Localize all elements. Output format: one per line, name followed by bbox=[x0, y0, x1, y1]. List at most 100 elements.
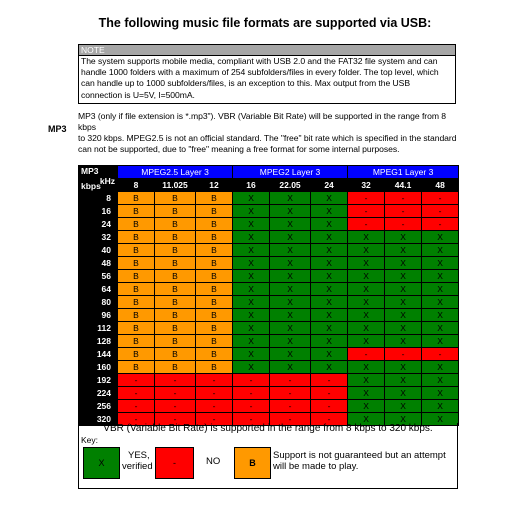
frequency-header: 11.025 bbox=[154, 178, 196, 192]
support-cell: X bbox=[310, 243, 349, 257]
support-cell: X bbox=[269, 334, 312, 348]
support-cell: - bbox=[310, 412, 349, 426]
key-label: Key: bbox=[81, 435, 99, 445]
kbps-row-header: 64 bbox=[78, 282, 118, 296]
legend-yes-swatch: X bbox=[83, 447, 120, 479]
table-row: 256- - - - - - X X X bbox=[78, 399, 460, 413]
table-row: 192- - - - - - X X X bbox=[78, 373, 460, 387]
frequency-header: 8 bbox=[117, 178, 155, 192]
support-cell: B bbox=[117, 217, 155, 231]
note-heading: NOTE bbox=[79, 45, 455, 56]
support-cell: - bbox=[154, 412, 196, 426]
support-cell: X bbox=[232, 230, 271, 244]
support-cell: X bbox=[384, 412, 423, 426]
kbps-row-header: 112 bbox=[78, 321, 118, 335]
support-cell: X bbox=[232, 321, 271, 335]
legend-b-swatch: B bbox=[234, 447, 271, 479]
support-cell: B bbox=[194, 269, 234, 283]
support-cell: X bbox=[310, 295, 349, 309]
table-row: 224- - - - - - X X X bbox=[78, 386, 460, 400]
mp3-label: MP3 bbox=[48, 124, 67, 134]
support-cell: B bbox=[194, 334, 234, 348]
support-cell: B bbox=[194, 282, 234, 296]
support-cell: X bbox=[347, 321, 386, 335]
support-cell: X bbox=[310, 256, 349, 270]
support-cell: X bbox=[421, 256, 460, 270]
support-cell: X bbox=[384, 282, 423, 296]
support-cell: B bbox=[154, 295, 196, 309]
support-cell: - bbox=[421, 204, 460, 218]
support-cell: B bbox=[194, 191, 234, 205]
support-cell: X bbox=[384, 360, 423, 374]
support-cell: - bbox=[232, 399, 271, 413]
support-cell: - bbox=[269, 373, 312, 387]
support-cell: B bbox=[117, 360, 155, 374]
support-cell: B bbox=[194, 230, 234, 244]
support-cell: X bbox=[232, 191, 271, 205]
support-cell: B bbox=[154, 269, 196, 283]
support-cell: B bbox=[154, 243, 196, 257]
support-cell: - bbox=[310, 373, 349, 387]
support-cell: B bbox=[154, 360, 196, 374]
support-cell: - bbox=[310, 386, 349, 400]
support-cell: B bbox=[117, 243, 155, 257]
support-cell: B bbox=[117, 334, 155, 348]
note-line: The system supports mobile media, compli… bbox=[81, 56, 438, 66]
support-cell: X bbox=[347, 295, 386, 309]
support-cell: - bbox=[269, 386, 312, 400]
support-cell: X bbox=[269, 243, 312, 257]
support-cell: X bbox=[421, 308, 460, 322]
support-cell: X bbox=[347, 282, 386, 296]
support-cell: - bbox=[194, 412, 234, 426]
kbps-row-header: 80 bbox=[78, 295, 118, 309]
support-cell: X bbox=[269, 308, 312, 322]
corner-kbps-label: kbps bbox=[81, 181, 101, 191]
group-header-mpeg2: MPEG2 Layer 3 bbox=[232, 165, 349, 179]
support-cell: X bbox=[421, 269, 460, 283]
support-cell: X bbox=[421, 243, 460, 257]
support-cell: X bbox=[384, 256, 423, 270]
support-cell: X bbox=[269, 347, 312, 361]
support-cell: X bbox=[347, 386, 386, 400]
support-cell: X bbox=[232, 360, 271, 374]
support-cell: B bbox=[154, 204, 196, 218]
support-cell: B bbox=[117, 230, 155, 244]
support-cell: B bbox=[117, 295, 155, 309]
support-cell: X bbox=[269, 360, 312, 374]
kbps-row-header: 56 bbox=[78, 269, 118, 283]
support-cell: X bbox=[310, 230, 349, 244]
support-cell: B bbox=[154, 334, 196, 348]
table-row: 96 B B B X X X X X X bbox=[78, 308, 460, 322]
note-line: connection is U=5V, I=500mA. bbox=[81, 89, 195, 100]
note-line: can handle up to 1000 subfolders/files, … bbox=[81, 78, 411, 89]
support-cell: B bbox=[117, 282, 155, 296]
support-cell: X bbox=[232, 269, 271, 283]
support-cell: X bbox=[384, 230, 423, 244]
kbps-row-header: 144 bbox=[78, 347, 118, 361]
kbps-row-header: 16 bbox=[78, 204, 118, 218]
support-cell: - bbox=[347, 347, 386, 361]
kbps-row-header: 96 bbox=[78, 308, 118, 322]
support-cell: B bbox=[194, 256, 234, 270]
support-cell: B bbox=[117, 191, 155, 205]
support-cell: X bbox=[421, 321, 460, 335]
support-cell: X bbox=[347, 399, 386, 413]
support-cell: X bbox=[384, 321, 423, 335]
legend-b-line: Support is not guaranteed but an attempt bbox=[273, 450, 446, 461]
support-cell: X bbox=[347, 334, 386, 348]
support-cell: - bbox=[384, 347, 423, 361]
support-cell: X bbox=[232, 217, 271, 231]
frequency-header: 12 bbox=[194, 178, 234, 192]
frequency-header: 16 bbox=[232, 178, 271, 192]
support-cell: X bbox=[269, 282, 312, 296]
support-cell: X bbox=[384, 334, 423, 348]
support-cell: B bbox=[154, 347, 196, 361]
support-cell: B bbox=[154, 191, 196, 205]
support-cell: X bbox=[310, 217, 349, 231]
support-cell: X bbox=[310, 308, 349, 322]
support-cell: - bbox=[194, 399, 234, 413]
support-cell: - bbox=[194, 373, 234, 387]
support-cell: - bbox=[310, 399, 349, 413]
support-cell: B bbox=[154, 256, 196, 270]
support-cell: - bbox=[117, 386, 155, 400]
